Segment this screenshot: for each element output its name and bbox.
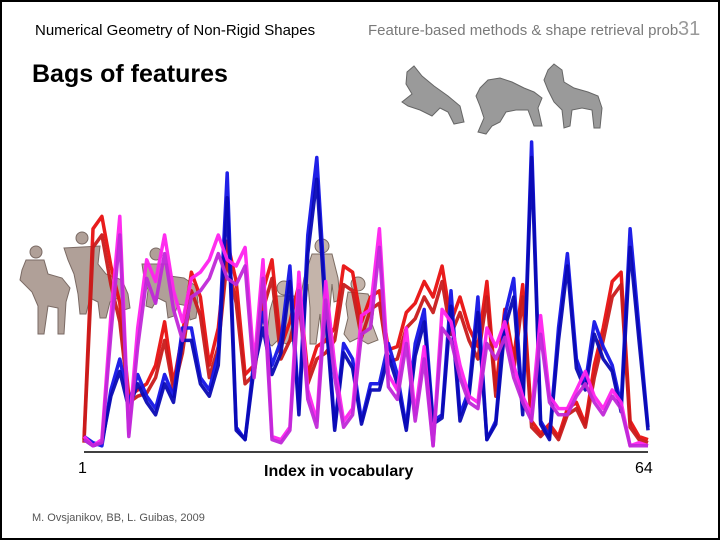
course-title: Numerical Geometry of Non-Rigid Shapes (35, 22, 316, 39)
x-axis-first-tick: 1 (78, 460, 87, 477)
topic-title: Feature-based methods & shape retrieval … (368, 22, 679, 39)
citation: M. Ovsjanikov, BB, L. Guibas, 2009 (32, 512, 205, 524)
series-line-5 (82, 214, 649, 448)
x-axis-last-tick: 64 (635, 460, 653, 477)
series-line-4 (83, 155, 650, 448)
series-line-6 (83, 233, 648, 448)
slide-header: Numerical Geometry of Non-Rigid Shapes F… (2, 2, 718, 46)
slide-number: 31 (678, 18, 701, 40)
slide-title: Bags of features (32, 60, 228, 88)
x-axis-title: Index in vocabulary (264, 463, 414, 480)
